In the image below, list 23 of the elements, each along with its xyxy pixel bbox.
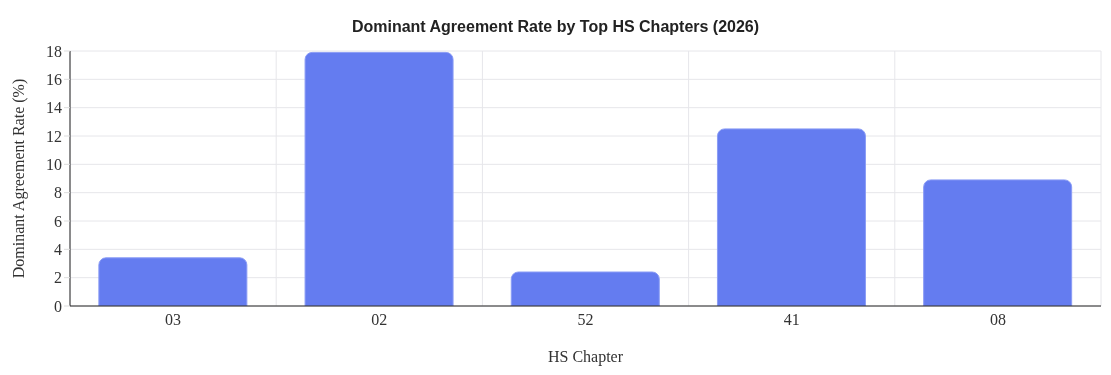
y-tick-label: 18 bbox=[46, 42, 62, 60]
y-tick-label: 4 bbox=[54, 241, 62, 259]
y-tick-label: 16 bbox=[46, 71, 62, 89]
bar bbox=[923, 179, 1073, 306]
x-tick-label: 52 bbox=[577, 311, 594, 329]
bar bbox=[716, 128, 866, 306]
y-tick-label: 12 bbox=[46, 127, 62, 145]
y-tick-label: 10 bbox=[46, 156, 62, 174]
x-tick-label: 02 bbox=[371, 311, 388, 329]
bar bbox=[98, 257, 248, 306]
y-tick-label: 8 bbox=[54, 184, 62, 202]
y-axis-title: Dominant Agreement Rate (%) bbox=[9, 78, 28, 279]
y-tick-label: 0 bbox=[54, 297, 62, 315]
x-tick-label: 03 bbox=[165, 311, 182, 329]
bar bbox=[304, 51, 454, 306]
chart-title: Dominant Agreement Rate by Top HS Chapters (2026) bbox=[350, 18, 761, 36]
y-tick-label: 6 bbox=[54, 212, 62, 230]
x-axis-title: HS Chapter bbox=[547, 348, 624, 366]
bar bbox=[510, 271, 660, 306]
x-tick-label: 41 bbox=[783, 311, 800, 329]
y-tick-label: 14 bbox=[46, 99, 62, 117]
x-tick-label: 08 bbox=[989, 311, 1006, 329]
y-tick-label: 2 bbox=[54, 269, 62, 287]
